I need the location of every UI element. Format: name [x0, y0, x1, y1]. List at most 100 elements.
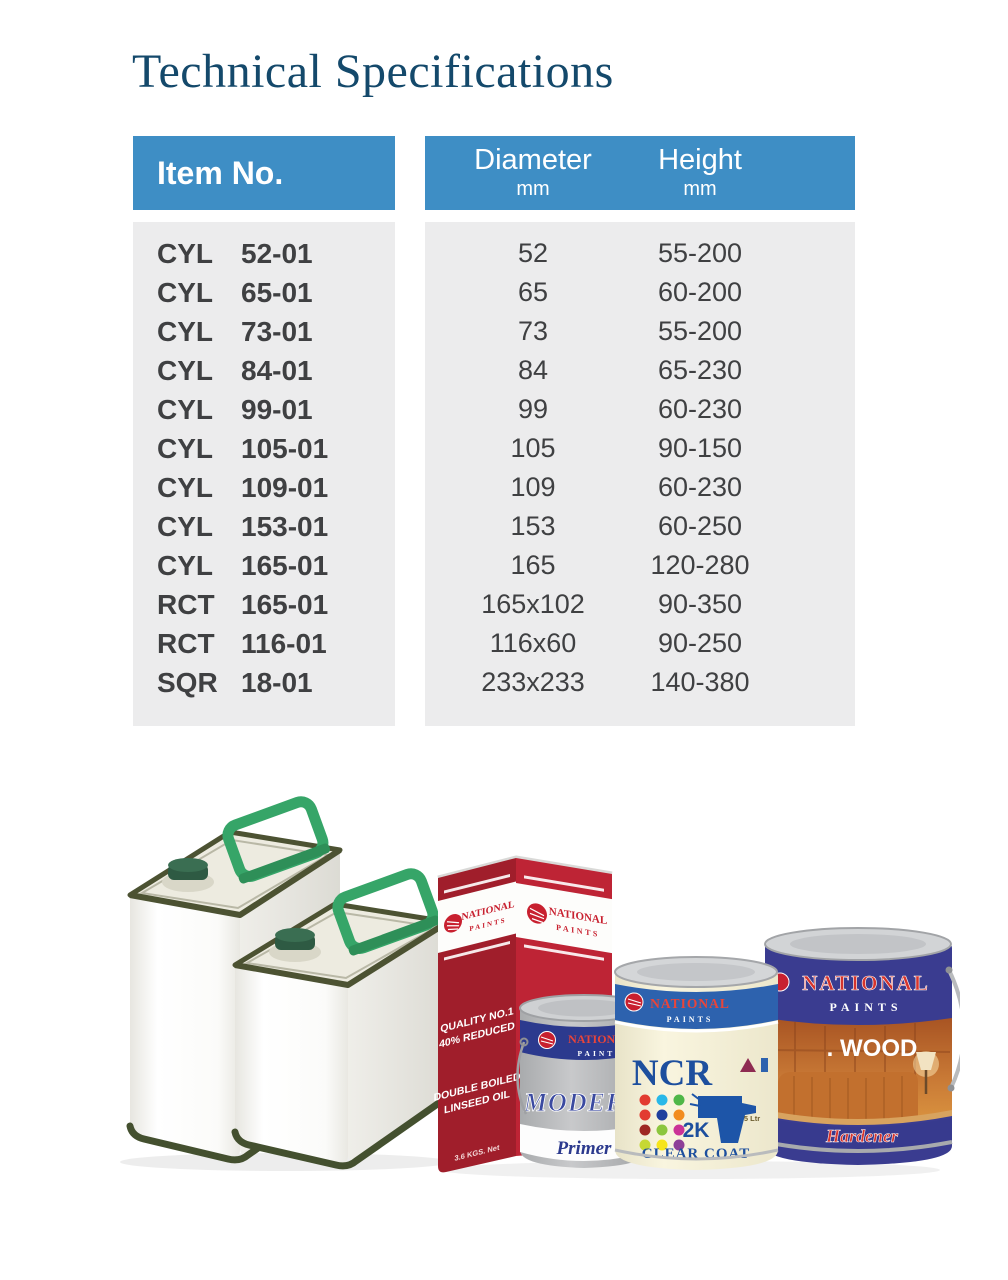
wood-name: . WOOD	[827, 1035, 918, 1062]
column-header-height: Height mm	[591, 143, 809, 201]
can-lid-inner	[538, 999, 630, 1017]
diameter-unit: mm	[516, 178, 550, 200]
item-prefix: RCT	[157, 627, 215, 659]
handle-lug	[947, 1084, 955, 1092]
chip-rect	[761, 1058, 768, 1072]
item-code: 99-01	[241, 393, 313, 425]
item-code: 165-01	[241, 588, 329, 620]
page-title: Technical Specifications	[132, 45, 614, 98]
product-photos: NATIONAL PAINTS QUALITY NO.1 40% REDUCED…	[120, 796, 960, 1179]
table-row: CYL 84-01	[133, 351, 395, 390]
item-prefix: CYL	[157, 393, 213, 425]
height-unit: mm	[683, 178, 717, 200]
diameter-value: 233x233	[481, 667, 585, 697]
dimensions-column: 52 55-200 65 60-200 73 55-200 84 65-230 99 60…	[425, 222, 855, 726]
table-row: 73 55-200	[425, 312, 855, 351]
item-code: 165-01	[241, 549, 329, 581]
handle-lug	[945, 966, 953, 974]
height-value: 60-200	[657, 277, 743, 307]
item-code: 18-01	[241, 666, 313, 698]
handle-lug	[519, 1037, 529, 1047]
height-value: 90-250	[657, 628, 743, 658]
table-row: 233x233 140-380	[425, 663, 855, 702]
can-top-band	[615, 984, 778, 1029]
table-row: 65 60-200	[425, 273, 855, 312]
tin-cap	[168, 858, 208, 872]
height-value: 90-150	[657, 433, 743, 463]
diameter-value: 165	[510, 550, 556, 580]
item-prefix: CYL	[157, 237, 213, 269]
can-bottom-rim	[764, 1140, 953, 1153]
table-row: RCT 165-01	[133, 585, 395, 624]
table-row: 105 90-150	[425, 429, 855, 468]
tins-shadow	[120, 1153, 450, 1171]
item-no-label: Item No.	[157, 154, 284, 191]
tin-top-trim	[234, 919, 450, 988]
tin-front-face	[235, 965, 348, 1164]
item-prefix: RCT	[157, 588, 215, 620]
tin-front-face	[130, 895, 240, 1158]
item-prefix: CYL	[157, 549, 213, 581]
item-code: 116-01	[241, 627, 327, 659]
item-prefix: CYL	[157, 510, 213, 542]
diameter-value: 73	[517, 316, 549, 346]
chip-triangle	[740, 1058, 756, 1072]
table-row: 165 120-280	[425, 546, 855, 585]
height-value: 90-350	[657, 589, 743, 619]
can-lid-inner	[790, 934, 926, 954]
table-row: 99 60-230	[425, 390, 855, 429]
height-value: 65-230	[657, 355, 743, 385]
item-prefix: CYL	[157, 354, 213, 386]
floor	[765, 1110, 952, 1125]
table-row: RCT 116-01	[133, 624, 395, 663]
band-divider	[614, 1020, 779, 1033]
brand-logo-icon	[538, 1031, 556, 1049]
height-value: 140-380	[650, 667, 750, 697]
can-lid-inner	[637, 963, 755, 981]
table-row: 52 55-200	[425, 234, 855, 273]
lamp-shade	[916, 1052, 936, 1070]
table-row: 109 60-230	[425, 468, 855, 507]
ncr-name: NCR	[632, 1053, 713, 1094]
height-value: 60-230	[657, 472, 743, 502]
item-code: 109-01	[241, 471, 329, 503]
table-row: CYL 165-01	[133, 546, 395, 585]
height-value: 55-200	[657, 238, 743, 268]
table-row: SQR 18-01	[133, 663, 395, 702]
brand-name: NATIONAL	[650, 996, 730, 1011]
brand-logo-icon	[444, 913, 462, 933]
brand-logo-icon	[624, 992, 644, 1012]
table-row: CYL 73-01	[133, 312, 395, 351]
can-bottom-rim	[614, 1148, 779, 1161]
tin-side-face	[348, 922, 448, 1161]
height-value: 55-200	[657, 316, 743, 346]
wood-hardener-can: NATIONAL PAINTS . WOOD Hardener	[764, 927, 960, 1165]
diameter-value: 99	[517, 394, 549, 424]
table-row: 116x60 90-250	[425, 624, 855, 663]
item-prefix: CYL	[157, 471, 213, 503]
diameter-value: 153	[510, 511, 556, 541]
height-label: Height	[658, 144, 742, 176]
diameter-value: 65	[517, 277, 549, 307]
table-row: 165x102 90-350	[425, 585, 855, 624]
table-row: CYL 99-01	[133, 390, 395, 429]
can-bottom-band	[765, 1118, 952, 1149]
item-code: 153-01	[241, 510, 329, 542]
diameter-label: Diameter	[474, 144, 592, 176]
table-row: 153 60-250	[425, 507, 855, 546]
item-prefix: CYL	[157, 276, 213, 308]
can-wire-handle	[516, 1041, 528, 1115]
wood-type: Hardener	[825, 1126, 899, 1146]
tin-handle	[222, 796, 331, 884]
table-row: 84 65-230	[425, 351, 855, 390]
brand-sub: PAINTS	[829, 1000, 902, 1014]
item-code: 65-01	[241, 276, 313, 308]
tin-handle	[332, 868, 441, 956]
table-row: CYL 65-01	[133, 273, 395, 312]
can-wire-handle	[947, 969, 960, 1089]
diameter-value: 105	[510, 433, 556, 463]
table-header-dimensions: Diameter mm Height mm	[425, 136, 855, 210]
diameter-value: 84	[517, 355, 549, 385]
item-prefix: SQR	[157, 666, 218, 698]
diameter-value: 116x60	[489, 628, 577, 658]
